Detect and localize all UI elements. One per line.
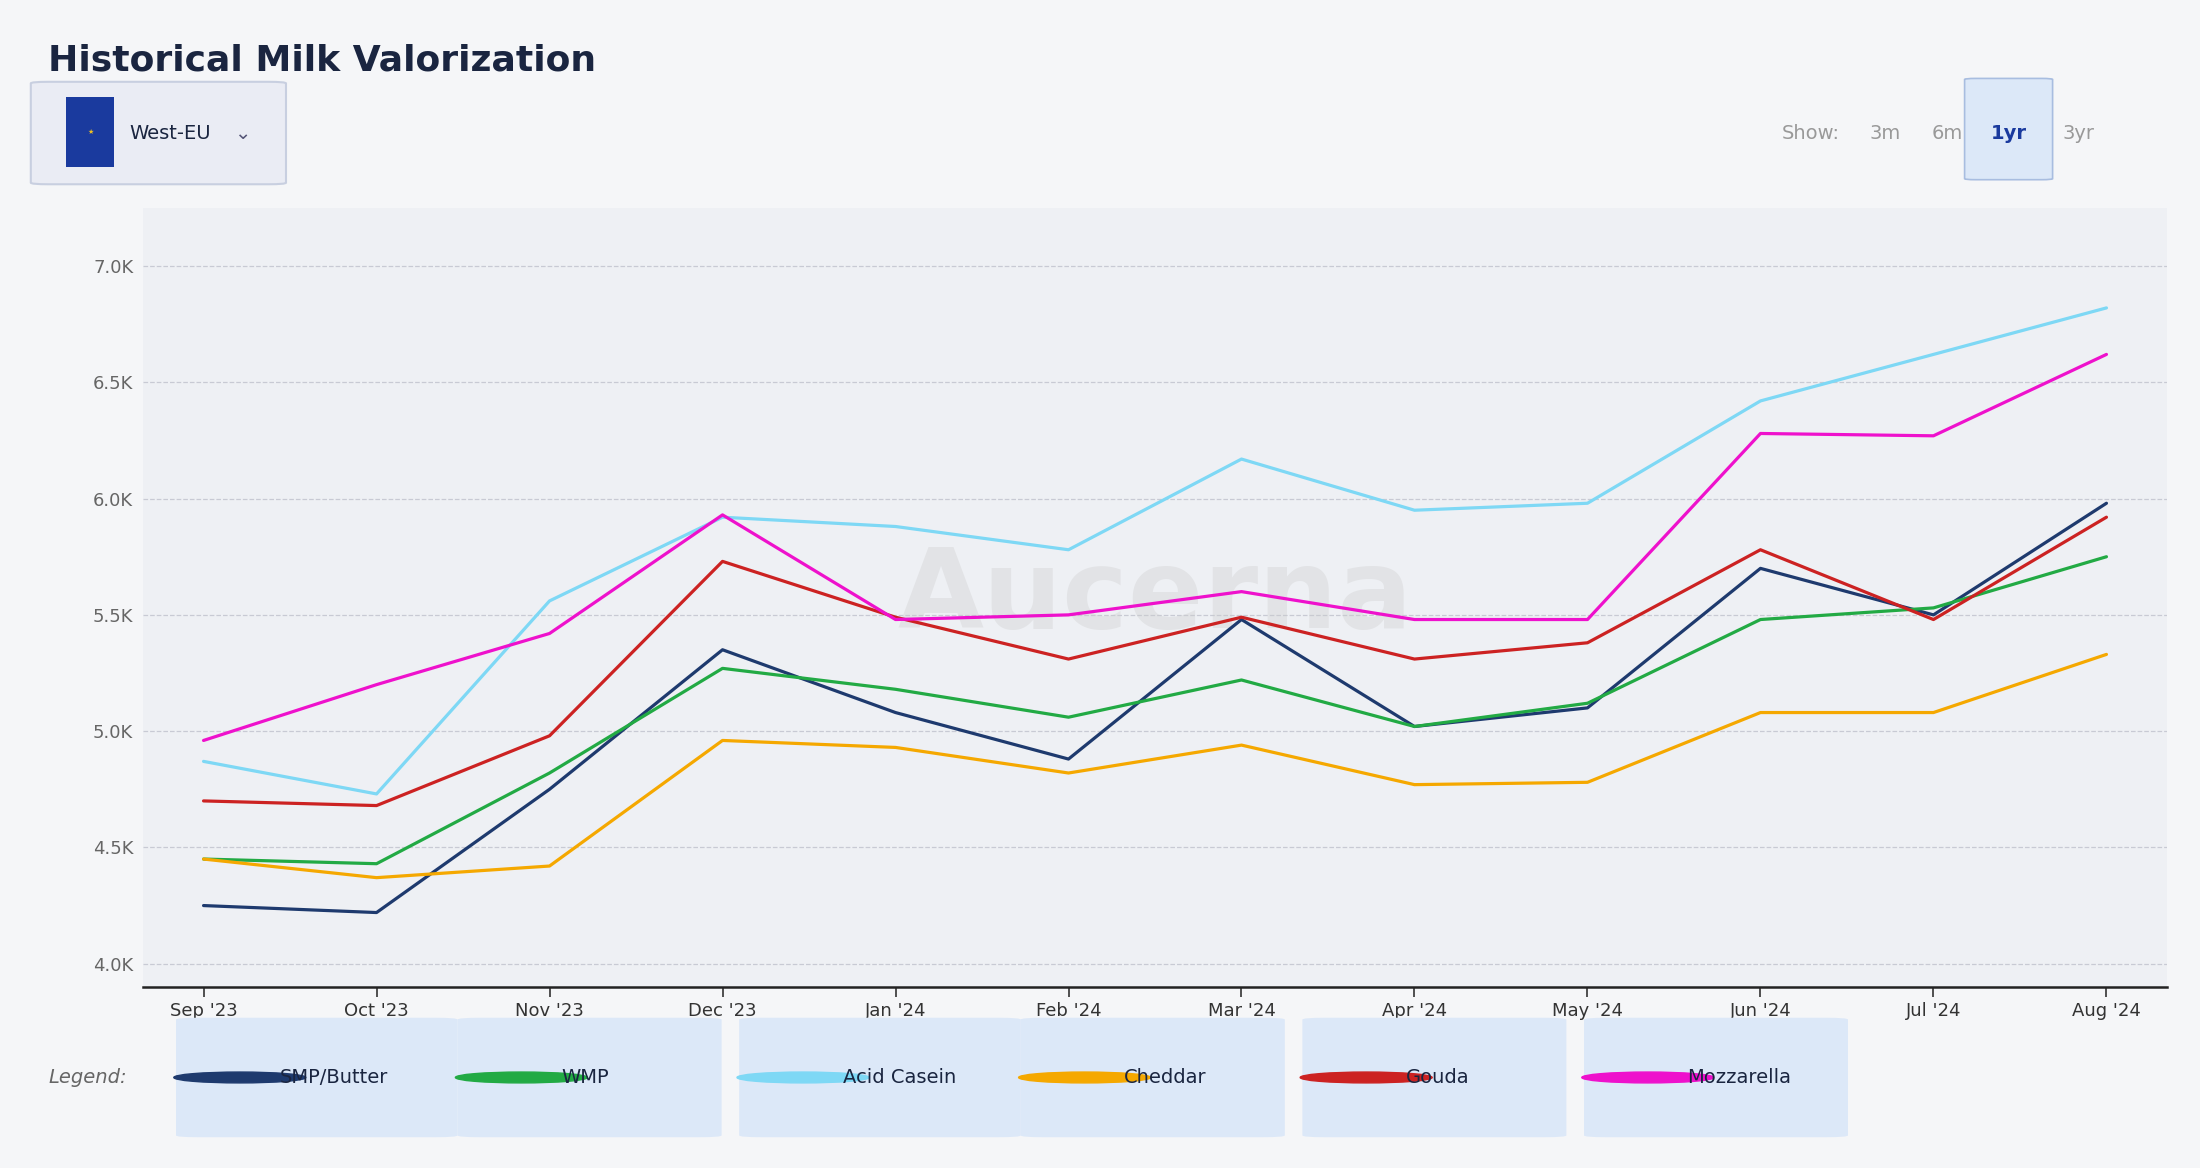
Text: 1yr: 1yr: [1991, 124, 2026, 142]
Circle shape: [455, 1072, 587, 1083]
Text: 6m: 6m: [1932, 124, 1962, 142]
FancyBboxPatch shape: [31, 82, 286, 185]
FancyBboxPatch shape: [176, 1017, 458, 1138]
FancyBboxPatch shape: [1584, 1017, 1848, 1138]
Text: ★: ★: [88, 128, 92, 135]
Circle shape: [1019, 1072, 1151, 1083]
Text: Mozzarella: Mozzarella: [1687, 1068, 1791, 1087]
FancyBboxPatch shape: [1021, 1017, 1285, 1138]
FancyBboxPatch shape: [739, 1017, 1021, 1138]
Text: 3m: 3m: [1870, 124, 1901, 142]
Text: SMP/Butter: SMP/Butter: [279, 1068, 387, 1087]
FancyBboxPatch shape: [458, 1017, 722, 1138]
FancyBboxPatch shape: [1965, 78, 2053, 180]
Circle shape: [174, 1072, 306, 1083]
FancyBboxPatch shape: [66, 97, 114, 167]
Circle shape: [737, 1072, 869, 1083]
Text: Historical Milk Valorization: Historical Milk Valorization: [48, 43, 596, 78]
Circle shape: [1582, 1072, 1714, 1083]
Text: Cheddar: Cheddar: [1124, 1068, 1208, 1087]
Circle shape: [1300, 1072, 1432, 1083]
Text: Gouda: Gouda: [1406, 1068, 1470, 1087]
FancyBboxPatch shape: [1302, 1017, 1566, 1138]
Text: Legend:: Legend:: [48, 1068, 128, 1087]
Text: Show:: Show:: [1782, 124, 1839, 142]
Text: ⌄: ⌄: [235, 124, 251, 142]
Text: 3yr: 3yr: [2064, 124, 2094, 142]
Text: Aucerna: Aucerna: [898, 544, 1412, 651]
Text: WMP: WMP: [561, 1068, 609, 1087]
Text: Acid Casein: Acid Casein: [843, 1068, 955, 1087]
Text: West-EU: West-EU: [130, 124, 211, 142]
